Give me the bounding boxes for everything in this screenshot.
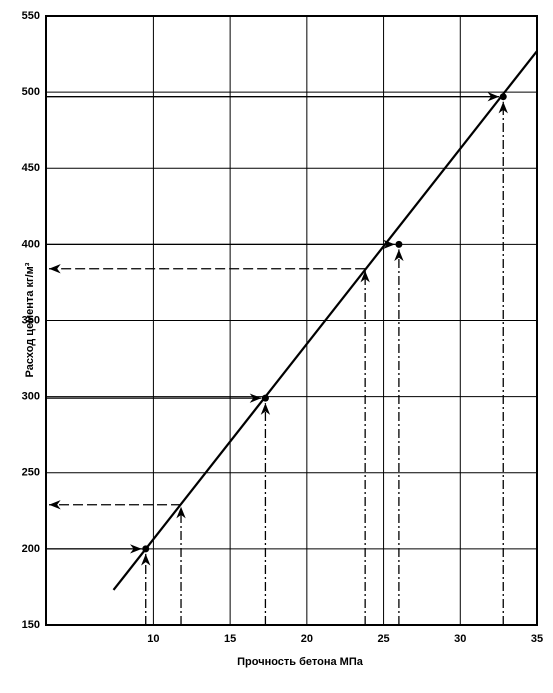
x-tick-label: 35 (531, 633, 543, 645)
y-tick-label: 450 (22, 162, 40, 174)
y-tick-label: 150 (22, 619, 40, 631)
y-tick-label: 400 (22, 238, 40, 250)
point (261, 394, 269, 402)
line (112, 50, 538, 591)
point (499, 93, 507, 101)
y-tick-label: 350 (22, 314, 40, 326)
x-tick-label: 30 (454, 633, 466, 645)
y-tick-label: 250 (22, 467, 40, 479)
y-tick-label: 550 (22, 10, 40, 22)
x-tick-label: 10 (147, 633, 159, 645)
plot-frame (45, 15, 538, 626)
x-tick-label: 20 (301, 633, 313, 645)
x-tick-label: 25 (377, 633, 389, 645)
point (395, 240, 403, 248)
y-tick-label: 500 (22, 86, 40, 98)
y-axis-label: Расход цемента кг/м³ (24, 262, 36, 377)
y-tick-label: 200 (22, 543, 40, 555)
x-axis-label: Прочность бетона МПа (237, 656, 364, 668)
y-tick-label: 300 (22, 391, 40, 403)
point (142, 545, 150, 553)
x-tick-label: 15 (224, 633, 236, 645)
